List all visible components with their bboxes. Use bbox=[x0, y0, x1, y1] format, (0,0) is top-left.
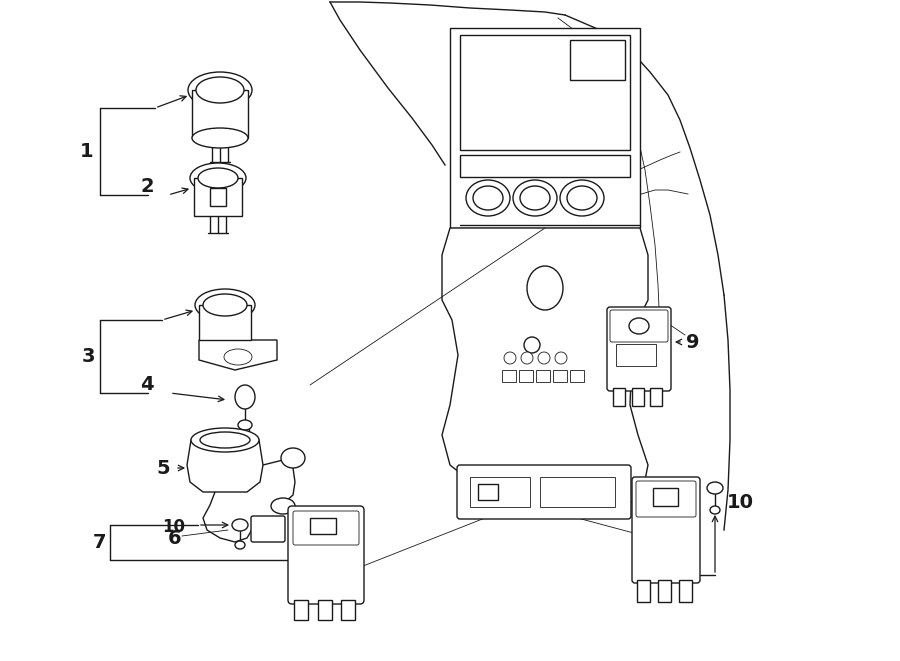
Ellipse shape bbox=[190, 163, 246, 193]
Bar bbox=[194, 178, 242, 216]
Ellipse shape bbox=[238, 420, 252, 430]
Ellipse shape bbox=[524, 337, 540, 353]
Bar bbox=[637, 580, 650, 602]
Text: 5: 5 bbox=[157, 459, 170, 477]
Text: 1: 1 bbox=[80, 142, 94, 161]
Ellipse shape bbox=[567, 186, 597, 210]
Bar bbox=[318, 600, 332, 620]
Ellipse shape bbox=[560, 180, 604, 216]
Polygon shape bbox=[199, 340, 277, 370]
FancyBboxPatch shape bbox=[293, 511, 359, 545]
Bar bbox=[536, 370, 550, 382]
Bar bbox=[570, 40, 625, 80]
Text: 4: 4 bbox=[140, 375, 154, 395]
Bar bbox=[616, 344, 656, 366]
Bar bbox=[502, 370, 516, 382]
Ellipse shape bbox=[521, 352, 533, 364]
Bar bbox=[310, 518, 336, 534]
Text: 7: 7 bbox=[92, 533, 106, 552]
Bar bbox=[460, 35, 630, 150]
Bar bbox=[553, 370, 567, 382]
Ellipse shape bbox=[466, 180, 510, 216]
Polygon shape bbox=[187, 440, 263, 492]
Ellipse shape bbox=[629, 318, 649, 334]
Bar bbox=[658, 580, 671, 602]
Bar bbox=[470, 477, 530, 507]
Bar bbox=[540, 477, 615, 507]
Ellipse shape bbox=[281, 448, 305, 468]
Text: 10: 10 bbox=[726, 494, 753, 512]
Bar bbox=[478, 484, 498, 500]
Bar bbox=[570, 370, 584, 382]
Ellipse shape bbox=[195, 289, 255, 321]
FancyBboxPatch shape bbox=[636, 481, 696, 517]
Bar bbox=[632, 388, 644, 406]
FancyBboxPatch shape bbox=[288, 506, 364, 604]
Bar bbox=[192, 90, 248, 138]
Ellipse shape bbox=[271, 498, 295, 514]
Bar bbox=[294, 600, 308, 620]
Bar bbox=[199, 305, 251, 340]
Ellipse shape bbox=[200, 432, 250, 448]
Ellipse shape bbox=[191, 428, 259, 452]
Ellipse shape bbox=[504, 352, 516, 364]
Ellipse shape bbox=[235, 541, 245, 549]
Ellipse shape bbox=[707, 482, 723, 494]
FancyBboxPatch shape bbox=[632, 477, 700, 583]
Text: 6: 6 bbox=[168, 529, 182, 547]
Ellipse shape bbox=[520, 186, 550, 210]
Ellipse shape bbox=[710, 506, 720, 514]
Ellipse shape bbox=[203, 294, 247, 316]
Text: 8: 8 bbox=[679, 582, 692, 602]
FancyBboxPatch shape bbox=[457, 465, 631, 519]
Ellipse shape bbox=[235, 385, 255, 409]
Ellipse shape bbox=[538, 352, 550, 364]
Bar bbox=[519, 370, 533, 382]
Ellipse shape bbox=[513, 180, 557, 216]
Ellipse shape bbox=[192, 128, 248, 148]
Polygon shape bbox=[442, 228, 648, 515]
Ellipse shape bbox=[188, 72, 252, 108]
Bar bbox=[210, 188, 226, 206]
Bar bbox=[653, 488, 678, 506]
Ellipse shape bbox=[527, 266, 563, 310]
Ellipse shape bbox=[232, 519, 248, 531]
Ellipse shape bbox=[224, 349, 252, 365]
Ellipse shape bbox=[473, 186, 503, 210]
Ellipse shape bbox=[198, 168, 238, 188]
FancyBboxPatch shape bbox=[607, 307, 671, 391]
FancyBboxPatch shape bbox=[610, 310, 668, 342]
Ellipse shape bbox=[555, 352, 567, 364]
Bar bbox=[679, 580, 692, 602]
Bar bbox=[613, 388, 625, 406]
Bar bbox=[650, 388, 662, 406]
Bar bbox=[341, 600, 355, 620]
Text: 3: 3 bbox=[81, 347, 94, 366]
Bar bbox=[450, 28, 640, 228]
Bar bbox=[460, 155, 630, 177]
Ellipse shape bbox=[196, 77, 244, 103]
Text: 9: 9 bbox=[686, 332, 700, 352]
Text: 2: 2 bbox=[140, 178, 154, 196]
Text: 10: 10 bbox=[162, 518, 185, 536]
FancyBboxPatch shape bbox=[251, 516, 285, 542]
